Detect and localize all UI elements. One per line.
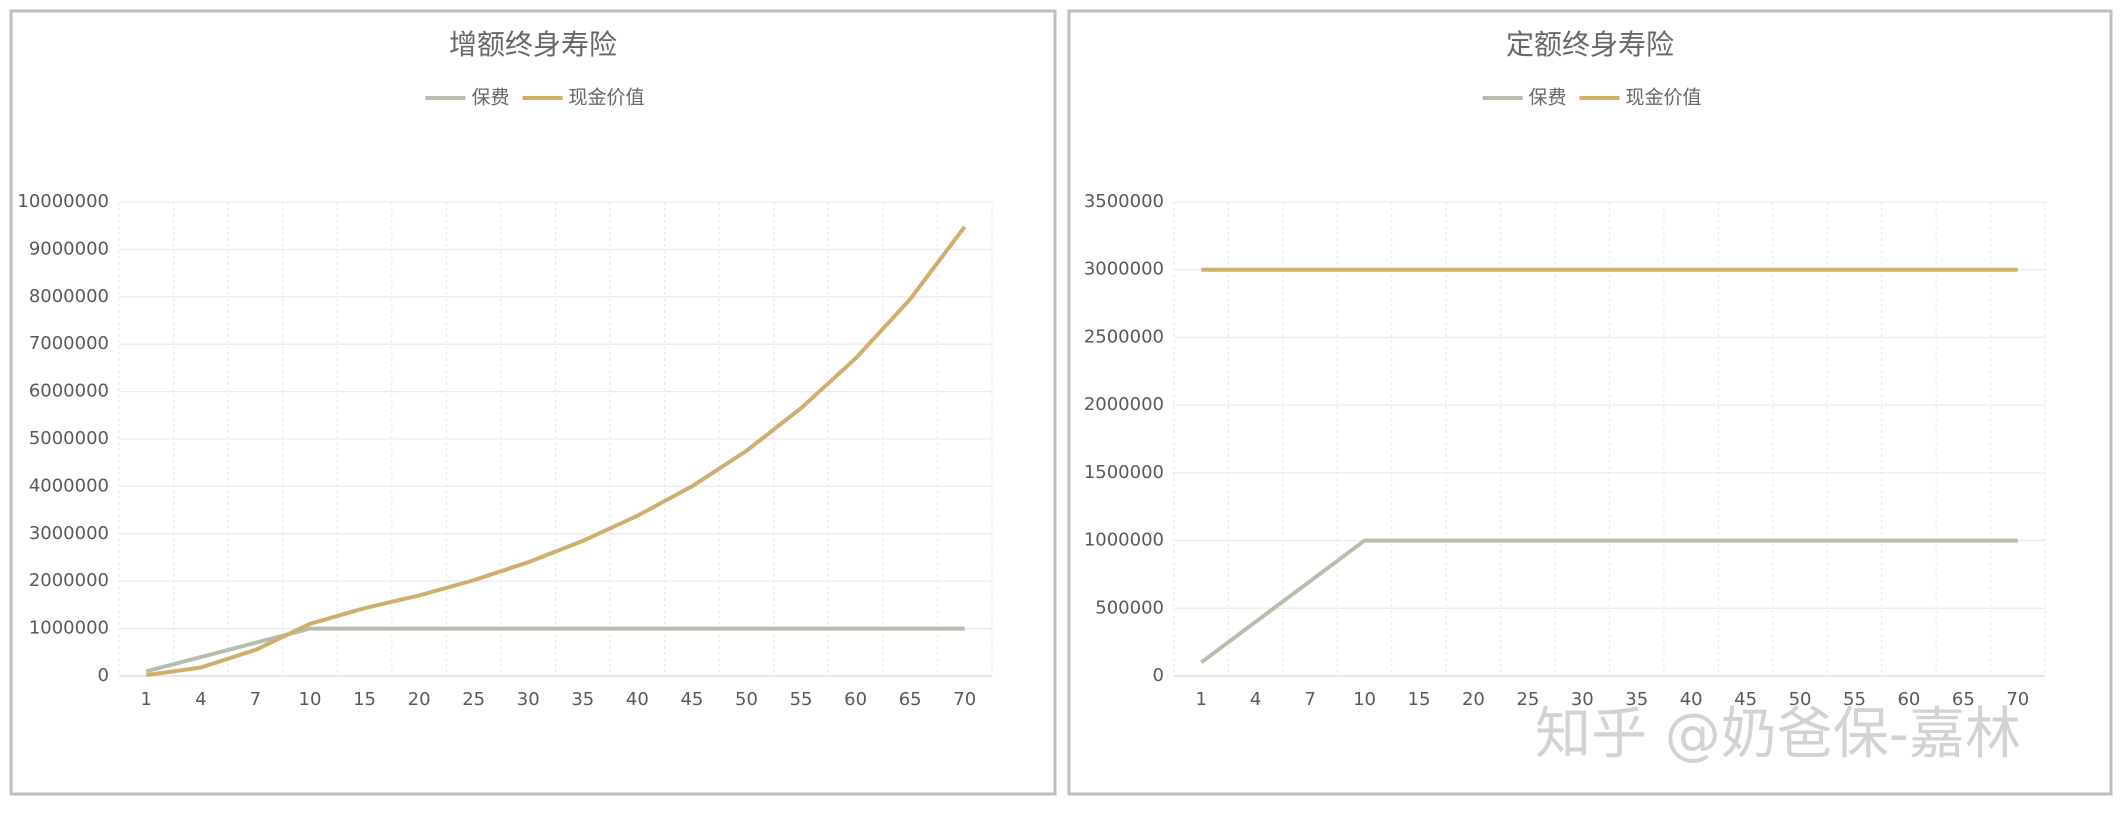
y-tick-label: 1500000: [1084, 462, 1164, 483]
x-tick-label: 65: [1952, 689, 1975, 710]
y-tick-label: 3500000: [1084, 191, 1164, 212]
x-tick-label: 45: [1734, 689, 1757, 710]
x-tick-label: 60: [844, 689, 867, 710]
y-tick-label: 10000000: [17, 191, 109, 212]
x-tick-label: 30: [1571, 689, 1594, 710]
x-tick-label: 25: [462, 689, 485, 710]
series-line: [1200, 538, 2018, 665]
x-tick-label: 15: [1408, 689, 1431, 710]
x-tick-label: 35: [571, 689, 594, 710]
x-tick-label: 30: [517, 689, 540, 710]
x-tick-label: 45: [680, 689, 703, 710]
y-tick-label: 0: [98, 665, 109, 686]
x-tick-label: 10: [299, 689, 322, 710]
x-tick-label: 4: [195, 689, 206, 710]
y-tick-label: 5000000: [29, 428, 109, 449]
y-tick-label: 7000000: [29, 333, 109, 354]
y-tick-label: 0: [1153, 665, 1164, 686]
x-tick-label: 40: [626, 689, 649, 710]
x-tick-label: 50: [1789, 689, 1812, 710]
x-tick-label: 55: [790, 689, 813, 710]
y-tick-label: 2000000: [1084, 394, 1164, 415]
x-tick-label: 25: [1516, 689, 1539, 710]
y-tick-label: 8000000: [29, 286, 109, 307]
y-tick-label: 1000000: [29, 618, 109, 639]
watermark: 知乎 @奶爸保-嘉林: [1535, 702, 2021, 767]
panel: [1067, 9, 2113, 796]
x-tick-label: 50: [735, 689, 758, 710]
y-tick-label: 2000000: [29, 570, 109, 591]
y-tick-label: 2500000: [1084, 326, 1164, 347]
legend-label: 现金价值: [569, 87, 645, 109]
series-line: [146, 225, 967, 678]
y-tick-label: 500000: [1095, 597, 1164, 618]
chart-title: 增额终身寿险: [449, 28, 617, 61]
chart-title: 定额终身寿险: [1506, 28, 1674, 61]
y-tick-label: 6000000: [29, 381, 109, 402]
y-tick-label: 3000000: [1084, 259, 1164, 280]
x-tick-label: 20: [408, 689, 431, 710]
x-tick-label: 1: [1195, 689, 1206, 710]
x-tick-label: 40: [1680, 689, 1703, 710]
x-tick-label: 65: [899, 689, 922, 710]
y-tick-label: 9000000: [29, 238, 109, 259]
legend-label: 现金价值: [1626, 87, 1702, 109]
x-tick-label: 1: [141, 689, 152, 710]
x-tick-label: 35: [1625, 689, 1648, 710]
x-tick-label: 55: [1843, 689, 1866, 710]
y-tick-label: 4000000: [29, 475, 109, 496]
x-tick-label: 20: [1462, 689, 1485, 710]
y-tick-label: 1000000: [1084, 530, 1164, 551]
x-tick-label: 70: [2006, 689, 2029, 710]
panel: [9, 9, 1057, 796]
x-tick-label: 15: [353, 689, 376, 710]
legend-label: 保费: [1529, 87, 1567, 109]
x-tick-label: 7: [1304, 689, 1315, 710]
legend-label: 保费: [472, 87, 510, 109]
x-tick-label: 70: [953, 689, 976, 710]
y-tick-label: 3000000: [29, 523, 109, 544]
x-tick-label: 10: [1353, 689, 1376, 710]
x-tick-label: 4: [1250, 689, 1261, 710]
x-tick-label: 60: [1897, 689, 1920, 710]
x-tick-label: 7: [250, 689, 261, 710]
